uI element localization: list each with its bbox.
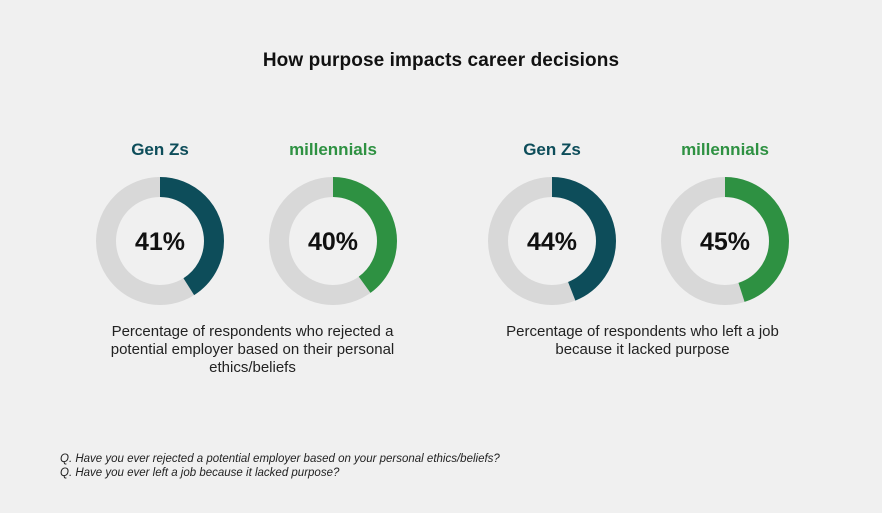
caption-rejected-line3: ethics/beliefs — [209, 359, 296, 376]
caption-left-job-line2: because it lacked purpose — [555, 341, 730, 358]
footnote-question-1: Q. Have you ever rejected a potential em… — [60, 453, 500, 465]
donut-millennials-rejected: 40% — [268, 176, 398, 306]
donut-percent-label: 44% — [527, 228, 577, 256]
donut-percent-label: 40% — [308, 228, 358, 256]
donut-value-arc — [488, 177, 616, 305]
donut-genz-left-job: 44% — [487, 176, 617, 306]
donut-svg: 45% — [661, 177, 789, 305]
chart-title: How purpose impacts career decisions — [262, 50, 620, 71]
caption-left-job: Percentage of respondents who left a job… — [470, 323, 815, 359]
donut-svg: 40% — [269, 177, 397, 305]
label-millennials-left-job: millennials — [681, 140, 769, 159]
donut-svg: 41% — [96, 177, 224, 305]
donut-percent-label: 45% — [700, 228, 750, 256]
caption-left-job-line1: Percentage of respondents who left a job — [506, 323, 779, 340]
donut-genz-rejected: 41% — [95, 176, 225, 306]
caption-rejected-line1: Percentage of respondents who rejected a — [111, 323, 394, 340]
donut-value-arc — [96, 177, 224, 305]
donut-millennials-left-job: 45% — [660, 176, 790, 306]
label-genz-rejected: Gen Zs — [131, 140, 189, 159]
footnotes: Q. Have you ever rejected a potential em… — [60, 452, 500, 480]
donut-svg: 44% — [488, 177, 616, 305]
footnote-question-2: Q. Have you ever left a job because it l… — [60, 467, 340, 479]
donut-value-arc — [661, 177, 789, 305]
caption-rejected: Percentage of respondents who rejected a… — [80, 323, 425, 377]
donut-percent-label: 41% — [135, 228, 185, 256]
donut-value-arc — [269, 177, 397, 305]
caption-rejected-line2: potential employer based on their person… — [110, 341, 395, 358]
label-millennials-rejected: millennials — [289, 140, 377, 159]
label-genz-left-job: Gen Zs — [523, 140, 581, 159]
